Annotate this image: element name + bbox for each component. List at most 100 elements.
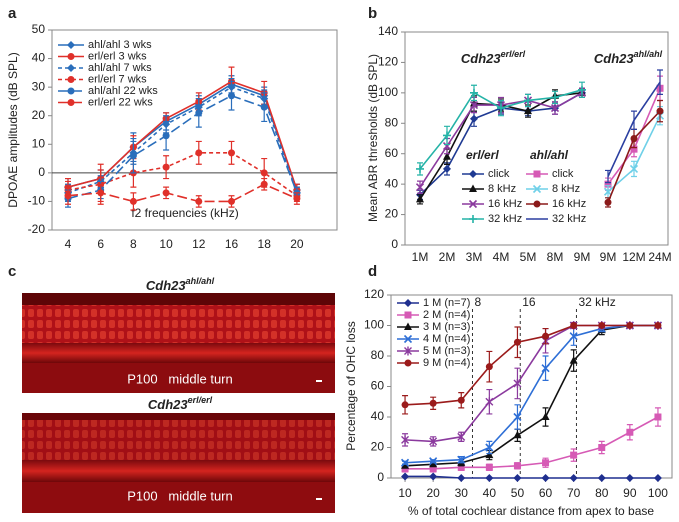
marker [195, 109, 203, 117]
marker [429, 459, 438, 468]
marker [401, 401, 409, 409]
legend-label: click [488, 168, 510, 180]
y-tick-label: 40 [371, 409, 385, 423]
plot-title: Cdh23erl/erl [148, 395, 213, 412]
y-tick-label: 20 [32, 108, 46, 122]
marker [524, 96, 532, 105]
x-tick-label: 60 [539, 486, 553, 500]
marker [293, 195, 301, 203]
marker [569, 356, 578, 364]
marker [541, 474, 550, 482]
marker [551, 93, 559, 102]
panel-label: c [8, 263, 16, 280]
y-tick-label: 120 [378, 55, 398, 69]
legend-label: erl/erl 7 wks [88, 73, 147, 85]
marker [604, 180, 612, 188]
panel-label: d [368, 263, 377, 280]
legend-label: erl/erl 22 wks [88, 96, 153, 108]
marker [513, 430, 522, 439]
marker [569, 474, 578, 482]
marker [532, 184, 542, 194]
marker [429, 465, 437, 473]
y-tick-label: 40 [385, 176, 399, 190]
marker [485, 443, 494, 452]
marker [162, 189, 170, 197]
marker [228, 92, 235, 100]
title-main: Cdh23 [594, 51, 635, 66]
marker [404, 346, 412, 356]
marker [429, 457, 438, 466]
micrograph [22, 413, 335, 513]
marker [404, 359, 412, 367]
marker [400, 458, 410, 467]
panel-label: b [368, 5, 377, 22]
y-axis-title: Percentage of OHC loss [344, 321, 358, 450]
x-tick-label: 50 [511, 486, 525, 500]
legend-label: 3 M (n=3) [423, 321, 470, 333]
reference-label: 32 kHz [578, 295, 615, 309]
marker [97, 189, 105, 197]
marker [569, 332, 578, 341]
marker [401, 472, 410, 481]
x-tick-label: 4M [493, 250, 510, 264]
marker [656, 107, 664, 115]
x-tick-label: 2M [439, 250, 456, 264]
legend-label: ahl/ahl 22 wks [88, 85, 158, 97]
marker [404, 322, 412, 330]
series-line [67, 183, 298, 203]
title-main: Cdh23 [461, 51, 502, 66]
marker [162, 163, 170, 171]
x-tick-label: 24M [648, 250, 671, 264]
image-caption: P100 middle turn [127, 371, 233, 386]
reference-label: 16 [522, 295, 536, 309]
marker [67, 64, 75, 72]
x-tick-label: 8M [547, 250, 564, 264]
error-bar [605, 169, 611, 184]
series-line [405, 475, 658, 479]
marker [485, 397, 494, 407]
marker [542, 459, 550, 467]
x-tick-label: 20 [290, 237, 304, 251]
marker [401, 461, 410, 469]
marker [457, 463, 465, 471]
marker [485, 363, 493, 371]
marker [442, 142, 452, 151]
marker [603, 187, 613, 196]
legend-label: 8 kHz [488, 183, 516, 195]
image-panel: c [8, 263, 335, 513]
marker [443, 152, 451, 160]
x-tick-label: 70 [567, 486, 581, 500]
x-tick-label: 100 [648, 486, 668, 500]
marker [578, 85, 586, 94]
x-tick-label: 9M [574, 250, 591, 264]
legend-label: 1 M (n=7) [423, 297, 470, 309]
x-tick-label: 5M [520, 250, 537, 264]
marker [260, 180, 268, 188]
x-tick-label: 16 [225, 237, 239, 251]
y-tick-label: 50 [32, 22, 46, 36]
marker [468, 199, 478, 209]
marker [443, 131, 451, 140]
micrograph [22, 293, 335, 393]
legend-label: 9 M (n=4) [423, 357, 470, 369]
marker [469, 215, 477, 223]
legend-label: 16 kHz [488, 198, 522, 210]
y-tick-label: 100 [364, 318, 384, 332]
y-tick-label: 0 [377, 470, 384, 484]
marker [404, 311, 412, 319]
y-tick-label: 20 [371, 440, 385, 454]
marker [469, 184, 477, 192]
y-tick-label: 20 [385, 207, 399, 221]
marker [625, 474, 634, 482]
series-line [405, 416, 659, 470]
y-tick-label: 60 [371, 379, 385, 393]
marker [195, 197, 203, 205]
title-main: Cdh23 [148, 397, 189, 412]
marker [67, 76, 75, 83]
marker [260, 169, 268, 177]
legend-title: erl/erl [466, 148, 499, 162]
y-tick-label: -10 [28, 194, 46, 208]
x-tick-label: 12 [192, 237, 206, 251]
legend-label: ahl/ahl 7 wks [88, 62, 152, 74]
